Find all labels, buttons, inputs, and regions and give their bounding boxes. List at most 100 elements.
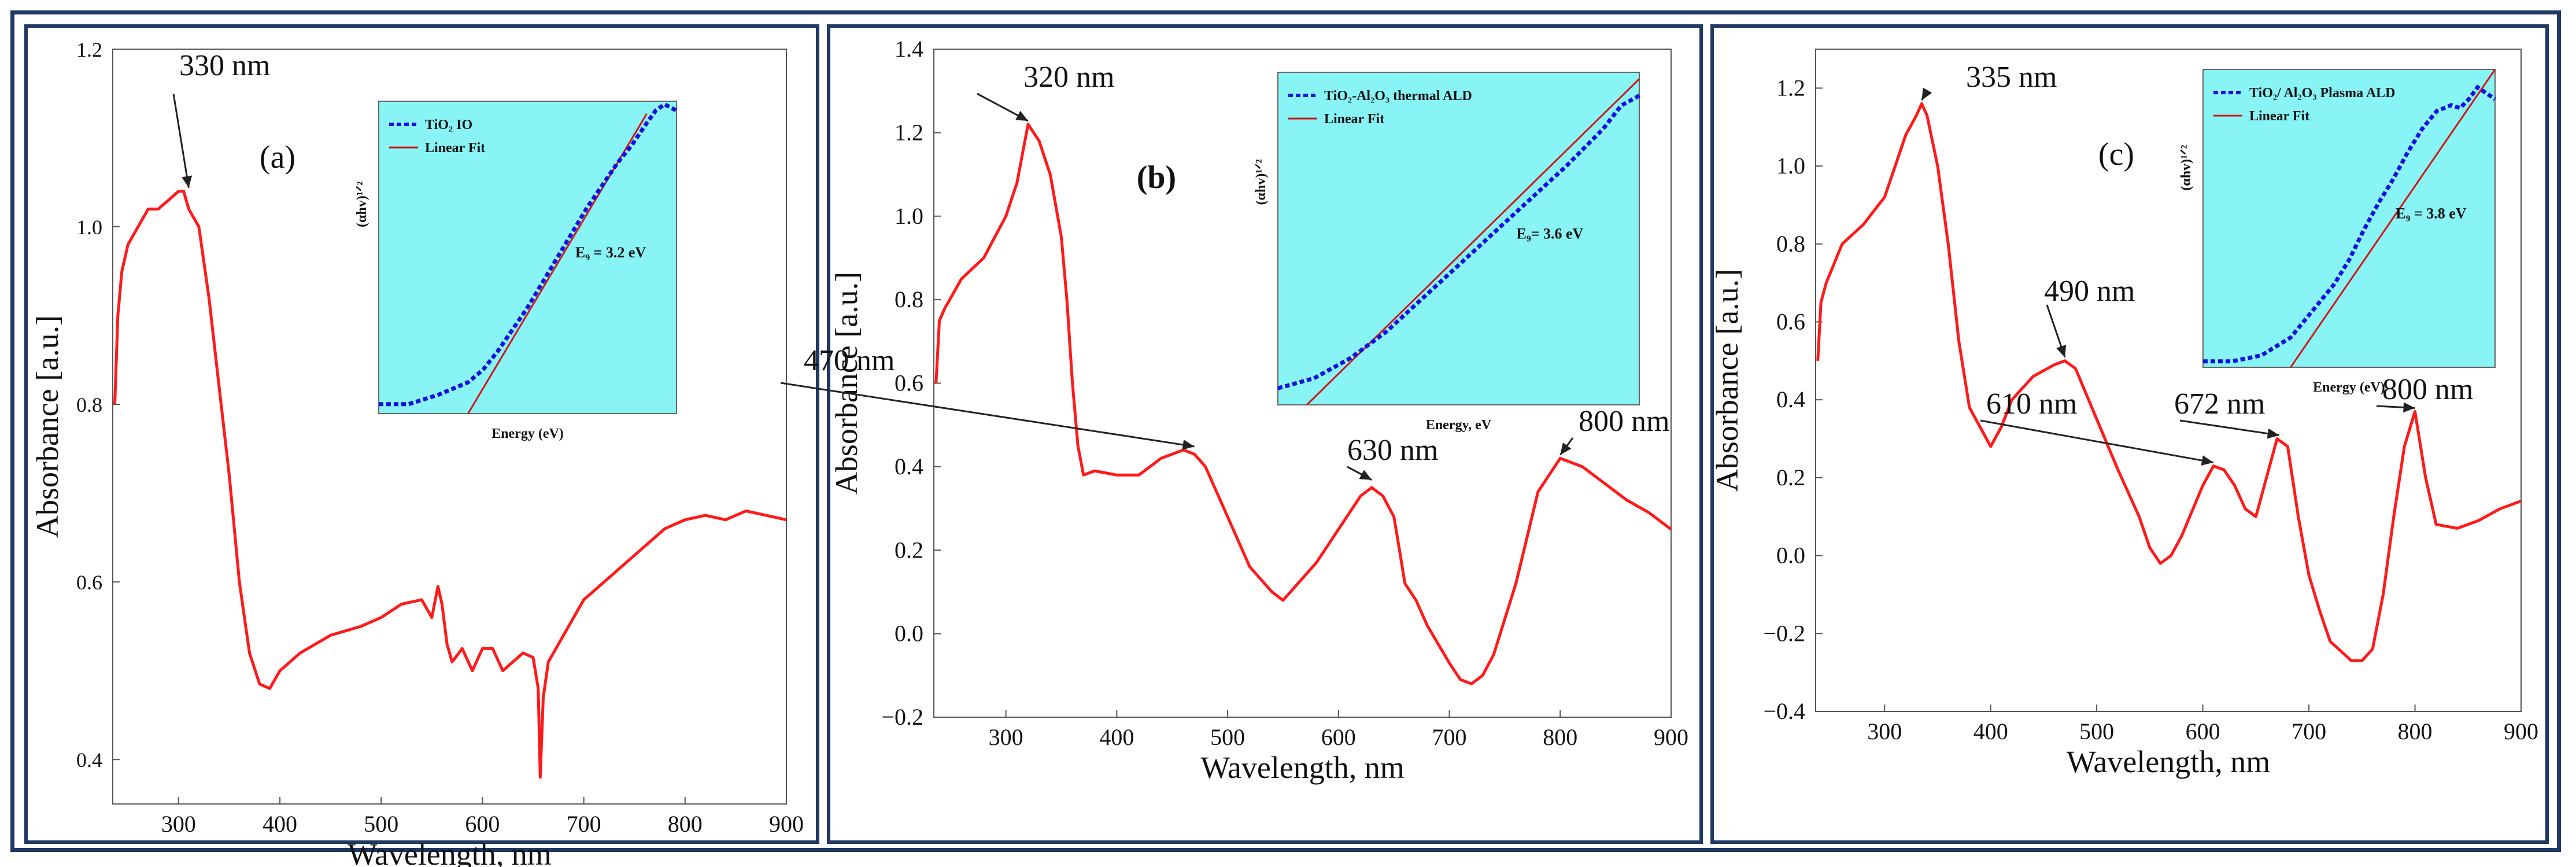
annotation-arrow [1980, 419, 2214, 464]
y-tick-label: 0.8 [1776, 231, 1805, 257]
arrow-head [1359, 470, 1372, 480]
inset-tauc-plot: TiO₂/ Al₂O₃ Plasma ALD Linear Fit E₉ = 3.8… [2179, 69, 2496, 395]
x-tick-label: 700 [2292, 718, 2326, 744]
inset-background [2202, 69, 2496, 368]
x-tick-label: 900 [769, 811, 804, 837]
peak-annotation: 630 nm [1347, 434, 1438, 467]
peak-annotation: 800 nm [2382, 373, 2473, 406]
absorbance-series-line [934, 123, 1672, 685]
inset-tauc-plot: TiO₂-Al₂O₃ thermal ALD Linear Fit E₉= 3.6 … [1254, 72, 1640, 433]
y-tick-label: 1.0 [895, 203, 923, 229]
legend-data-label: TiO₂-Al₂O₃ thermal ALD [1324, 88, 1472, 104]
y-tick-label: 0.2 [895, 537, 923, 563]
x-axis-label: Wavelength, nm [348, 837, 552, 867]
inset-background [378, 101, 677, 414]
x-tick-label: 500 [1210, 724, 1245, 750]
y-axis-label: Absorbance [a.u.] [30, 315, 65, 538]
y-axis-label: Absorbance [a.u.] [829, 272, 864, 495]
plot-area-frame [1815, 49, 2522, 712]
inset-y-axis-label: (αhv)¹ᐟ² [354, 182, 369, 227]
panel-label: (a) [260, 139, 295, 175]
band-gap-label: E₉= 3.6 eV [1517, 226, 1584, 242]
x-tick-label: 800 [668, 811, 703, 837]
arrow-head [2403, 402, 2415, 413]
panel-label: (c) [2098, 136, 2134, 172]
chart-2: 300 400 500 600 700 800 900 −0.4 −0.2 0.0 0.2 0.4 0.… [1710, 49, 2538, 779]
legend-fit-label: Linear Fit [425, 141, 485, 156]
peak-annotation: 672 nm [2174, 388, 2265, 420]
y-tick-label: −0.4 [1763, 698, 1805, 724]
inset-data-line [2203, 84, 2496, 364]
peak-annotation: 335 nm [1966, 61, 2057, 94]
inset-background [1277, 72, 1640, 405]
arrow-head [2056, 344, 2067, 357]
chart-0: 300 400 500 600 700 800 900 0.4 0.6 0.8 1.0 1.2 Wave… [30, 38, 804, 867]
inset-y-axis-label: (αhv)¹ᐟ² [1254, 159, 1269, 205]
arrow-head [1921, 87, 1932, 101]
annotation-arrow [172, 93, 190, 188]
absorbance-series-line [113, 190, 787, 779]
x-tick-label: 800 [1543, 724, 1577, 750]
x-tick-label: 600 [465, 811, 500, 837]
inset-data-line [379, 102, 678, 407]
figure-frame [10, 10, 2561, 852]
y-tick-label: −0.2 [1763, 620, 1805, 646]
y-tick-label: 0.8 [895, 286, 923, 312]
legend-data-label: TiO₂/ Al₂O₃ Plasma ALD [2249, 86, 2396, 101]
arrow-head [1560, 442, 1572, 455]
panel-label: (b) [1137, 160, 1176, 195]
x-tick-label: 700 [1432, 724, 1467, 750]
peak-annotation: 610 nm [1986, 388, 2077, 420]
y-tick-label: 0.0 [1776, 543, 1805, 569]
x-tick-label: 500 [2079, 718, 2114, 744]
y-tick-label: 0.4 [76, 748, 102, 772]
y-tick-label: 0.8 [76, 393, 102, 416]
arrow-head [2201, 455, 2213, 466]
absorbance-series-line [1816, 102, 2522, 662]
arrow-head [2267, 428, 2279, 439]
y-tick-label: 1.2 [1776, 75, 1805, 101]
x-tick-label: 400 [1973, 718, 2008, 744]
y-tick-label: 0.6 [1776, 308, 1805, 334]
legend-fit-label: Linear Fit [2249, 109, 2309, 124]
x-tick-label: 700 [567, 811, 601, 837]
plot-area-frame [112, 49, 787, 805]
arrow-head [1015, 110, 1028, 121]
peak-annotation: 320 nm [1023, 61, 1114, 94]
annotation-arrow [2179, 419, 2279, 437]
y-tick-label: 1.2 [76, 38, 102, 61]
inset-x-axis-label: Energy, eV [1426, 418, 1492, 433]
x-tick-label: 300 [1867, 718, 1902, 744]
y-tick-label: 0.4 [895, 453, 923, 479]
x-tick-label: 800 [2398, 718, 2433, 744]
annotation-arrow [780, 382, 1195, 448]
y-tick-label: −0.2 [881, 704, 923, 730]
chart-1: 300 400 500 600 700 800 900 −0.2 0.0 0.2 0.4 0.6 0.8… [780, 36, 1688, 785]
y-tick-label: 0.2 [1776, 464, 1805, 490]
x-tick-label: 500 [364, 811, 398, 837]
legend-fit-label: Linear Fit [1324, 112, 1384, 127]
x-tick-label: 400 [1099, 724, 1134, 750]
inset-y-axis-label: (αhv)¹ᐟ² [2179, 145, 2194, 190]
x-tick-label: 600 [1321, 724, 1356, 750]
inset-x-axis-label: Energy (eV) [2313, 380, 2385, 395]
peak-annotation: 470 nm [804, 344, 895, 377]
y-axis-label: Absorbance [a.u.] [1710, 269, 1745, 492]
peak-annotation: 800 nm [1579, 405, 1669, 438]
x-axis-label: Wavelength, nm [2067, 744, 2271, 779]
y-tick-label: 1.4 [895, 36, 923, 62]
x-tick-label: 900 [1654, 724, 1688, 750]
y-tick-label: 1.0 [76, 216, 102, 239]
band-gap-label: E₉ = 3.8 eV [2396, 205, 2466, 222]
x-tick-label: 400 [263, 811, 297, 837]
x-tick-label: 300 [989, 724, 1023, 750]
arrow-head [1182, 440, 1195, 450]
peak-annotation: 330 nm [179, 49, 270, 82]
x-axis-label: Wavelength, nm [1200, 750, 1405, 785]
legend-data-label: TiO₂ IO [425, 117, 472, 132]
x-tick-label: 900 [2504, 718, 2538, 744]
x-tick-label: 300 [161, 811, 196, 837]
peak-annotation: 490 nm [2044, 275, 2135, 308]
inset-x-axis-label: Energy (eV) [491, 426, 564, 441]
